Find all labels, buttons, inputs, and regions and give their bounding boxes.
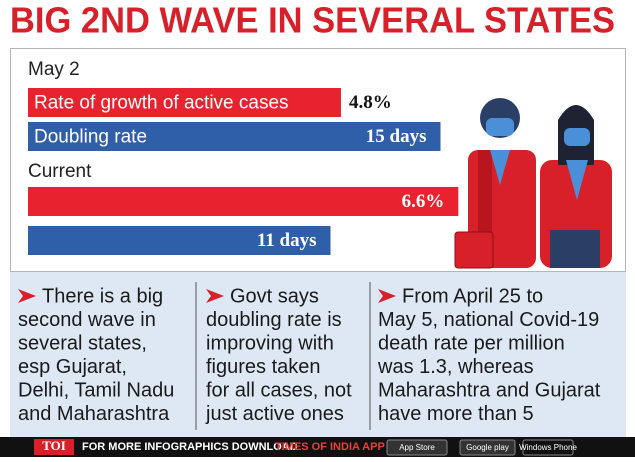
value-label: 4.8% bbox=[349, 92, 392, 113]
value-label: 11 days bbox=[257, 230, 317, 251]
point-text: May 5, national Covid-19 bbox=[378, 309, 599, 331]
point-text: was 1.3, whereas bbox=[377, 356, 534, 378]
point-text: have more than 5 bbox=[378, 403, 534, 425]
group-label: May 2 bbox=[28, 59, 80, 80]
title: BIG 2ND WAVE IN SEVERAL STATES bbox=[10, 0, 615, 41]
point-text: second wave in bbox=[18, 309, 156, 331]
point-text: figures taken bbox=[206, 356, 321, 378]
store-badge bbox=[386, 439, 448, 456]
value-label: 6.6% bbox=[402, 191, 445, 212]
point-text: just active ones bbox=[205, 403, 344, 425]
points-panel bbox=[10, 272, 626, 437]
bullet-arrow bbox=[18, 289, 36, 303]
point-text: There is a big bbox=[42, 285, 163, 307]
point-text: improving with bbox=[206, 332, 334, 354]
point-text: several states, bbox=[18, 332, 147, 354]
bar-label: Rate of growth of active cases bbox=[34, 93, 289, 114]
point-text: From April 25 to bbox=[402, 285, 543, 307]
point-text: Delhi, Tamil Nadu bbox=[18, 379, 174, 401]
point-text: and Maharashtra bbox=[18, 403, 170, 425]
point-text: Govt says bbox=[230, 285, 319, 307]
value-label: 15 days bbox=[366, 126, 427, 147]
point-text: Maharashtra and Gujarat bbox=[378, 379, 601, 401]
point-text: doubling rate is bbox=[206, 309, 342, 331]
store-badge-label: Windows Phone bbox=[519, 443, 577, 452]
footer-app: TIMES OF INDIA APP bbox=[275, 441, 385, 453]
point-text: for all cases, not bbox=[206, 379, 352, 401]
footer-text: FOR MORE INFOGRAPHICS DOWNLOAD bbox=[82, 441, 298, 453]
brand: TOI bbox=[42, 438, 66, 453]
point-text: esp Gujarat, bbox=[18, 356, 127, 378]
group-label: Current bbox=[28, 161, 92, 182]
panel-frame bbox=[10, 48, 626, 272]
store-badge bbox=[522, 439, 574, 456]
store-badge bbox=[459, 439, 516, 456]
illustration bbox=[454, 98, 612, 269]
bar bbox=[28, 122, 441, 151]
bar bbox=[28, 226, 331, 255]
bar-label: Doubling rate bbox=[34, 127, 147, 148]
bullet-arrow bbox=[206, 289, 224, 303]
bullet-arrow bbox=[378, 289, 396, 303]
point-text: death rate per million bbox=[378, 332, 565, 354]
store-badge-label: App Store bbox=[399, 443, 435, 452]
brand-badge bbox=[34, 439, 74, 455]
store-badge-label: Google play bbox=[466, 443, 509, 452]
bar bbox=[28, 88, 341, 117]
bar bbox=[28, 187, 459, 216]
